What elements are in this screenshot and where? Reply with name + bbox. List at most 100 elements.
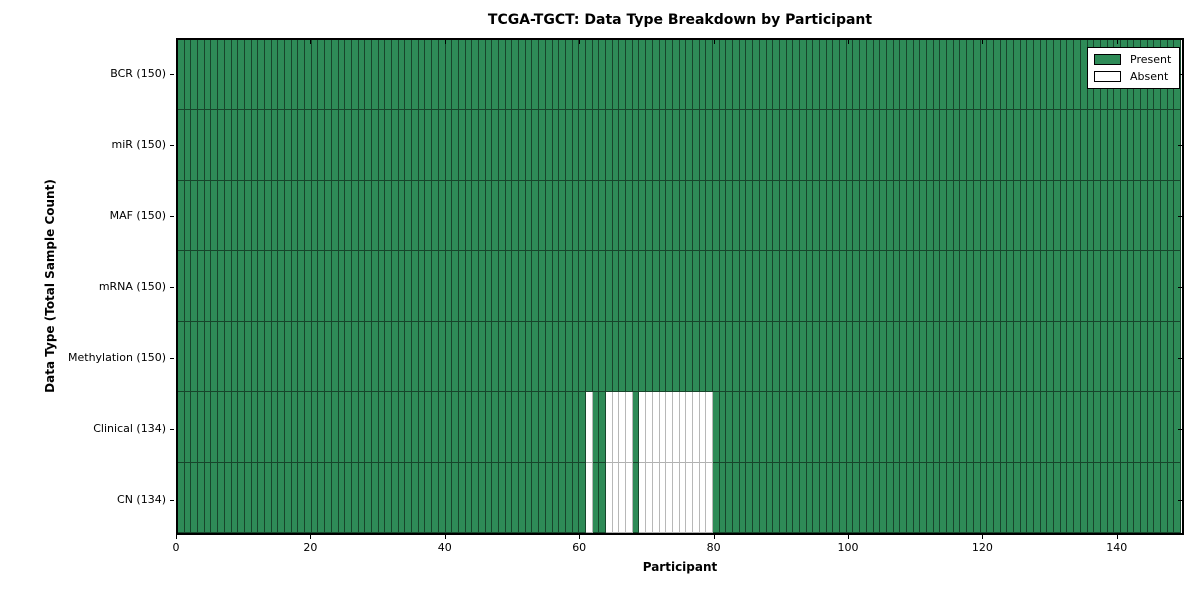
present-cell: [184, 321, 192, 393]
present-cell: [291, 321, 299, 393]
present-cell: [1141, 392, 1148, 463]
present-cell: [412, 392, 419, 463]
present-cell: [478, 180, 486, 252]
present-cell: [251, 180, 259, 252]
present-cell: [412, 462, 419, 533]
present-cell: [980, 392, 988, 463]
present-cell: [592, 462, 600, 533]
present-cell: [639, 40, 647, 111]
present-cell: [572, 110, 580, 181]
present-cell: [746, 180, 754, 252]
present-cell: [371, 40, 379, 111]
present-cell: [672, 180, 680, 252]
present-cell: [492, 321, 499, 393]
present-cell: [813, 321, 820, 393]
present-cell: [699, 251, 707, 322]
present-cell: [913, 40, 921, 111]
present-cell: [519, 180, 526, 252]
present-cell: [1114, 392, 1121, 463]
present-cell: [1107, 321, 1115, 393]
present-cell: [773, 321, 780, 393]
present-cell: [1020, 462, 1028, 533]
present-cell: [525, 40, 533, 111]
x-tick: [579, 535, 581, 539]
present-cell: [806, 110, 814, 181]
present-cell: [305, 392, 312, 463]
present-cell: [706, 110, 713, 181]
present-cell: [512, 251, 520, 322]
present-cell: [1020, 321, 1028, 393]
absent-cell: [659, 392, 667, 463]
heatmap-row-clinical: [178, 392, 1182, 463]
present-cell: [445, 462, 453, 533]
present-cell: [465, 462, 473, 533]
x-tick-top: [444, 40, 446, 44]
heatmap-row-methylation: [178, 321, 1182, 393]
present-cell: [552, 180, 560, 252]
x-tick-top: [982, 40, 984, 44]
present-cell: [846, 392, 854, 463]
present-cell: [1040, 251, 1048, 322]
present-cell: [706, 251, 713, 322]
present-cell: [652, 40, 660, 111]
present-cell: [1127, 462, 1135, 533]
present-cell: [405, 40, 413, 111]
present-cell: [345, 180, 352, 252]
present-cell: [238, 392, 245, 463]
present-cell: [679, 251, 687, 322]
present-cell: [392, 110, 399, 181]
present-cell: [184, 110, 192, 181]
present-cell: [505, 180, 513, 252]
present-cell: [505, 40, 513, 111]
present-cell: [906, 40, 914, 111]
present-cell: [224, 110, 232, 181]
present-cell: [445, 392, 453, 463]
y-tick-label-mrna: mRNA (150): [98, 279, 166, 293]
present-cell: [820, 110, 827, 181]
present-cell: [392, 180, 399, 252]
present-cell: [967, 251, 974, 322]
present-cell: [559, 462, 566, 533]
present-cell: [218, 110, 225, 181]
present-cell: [438, 180, 446, 252]
present-cell: [532, 392, 540, 463]
present-cell: [298, 251, 306, 322]
present-cell: [392, 462, 399, 533]
present-cell: [820, 251, 827, 322]
present-cell: [1034, 180, 1041, 252]
present-cell: [565, 110, 573, 181]
present-cell: [779, 110, 787, 181]
present-cell: [204, 392, 212, 463]
present-cell: [1174, 321, 1182, 393]
present-cell: [746, 251, 754, 322]
present-cell: [826, 251, 834, 322]
present-cell: [1074, 392, 1081, 463]
present-cell: [746, 40, 754, 111]
x-tick-label: 100: [837, 541, 859, 554]
present-cell: [378, 40, 386, 111]
present-cell: [552, 251, 560, 322]
present-cell: [612, 180, 620, 252]
present-cell: [866, 392, 874, 463]
present-cell: [786, 180, 794, 252]
present-cell: [799, 110, 807, 181]
present-cell: [666, 251, 673, 322]
present-cell: [331, 40, 339, 111]
present-cell: [358, 462, 366, 533]
present-cell: [271, 462, 279, 533]
present-cell: [906, 392, 914, 463]
present-cell: [826, 110, 834, 181]
absent-cell: [606, 392, 613, 463]
present-cell: [726, 180, 734, 252]
present-cell: [927, 180, 934, 252]
present-cell: [545, 462, 553, 533]
present-cell: [646, 180, 653, 252]
absent-cell: [652, 392, 660, 463]
present-cell: [211, 251, 219, 322]
present-cell: [873, 180, 881, 252]
chart-title: TCGA-TGCT: Data Type Breakdown by Partic…: [487, 12, 873, 28]
present-cell: [318, 251, 326, 322]
present-cell: [686, 321, 693, 393]
present-cell: [452, 40, 459, 111]
absent-cell: [626, 392, 633, 463]
